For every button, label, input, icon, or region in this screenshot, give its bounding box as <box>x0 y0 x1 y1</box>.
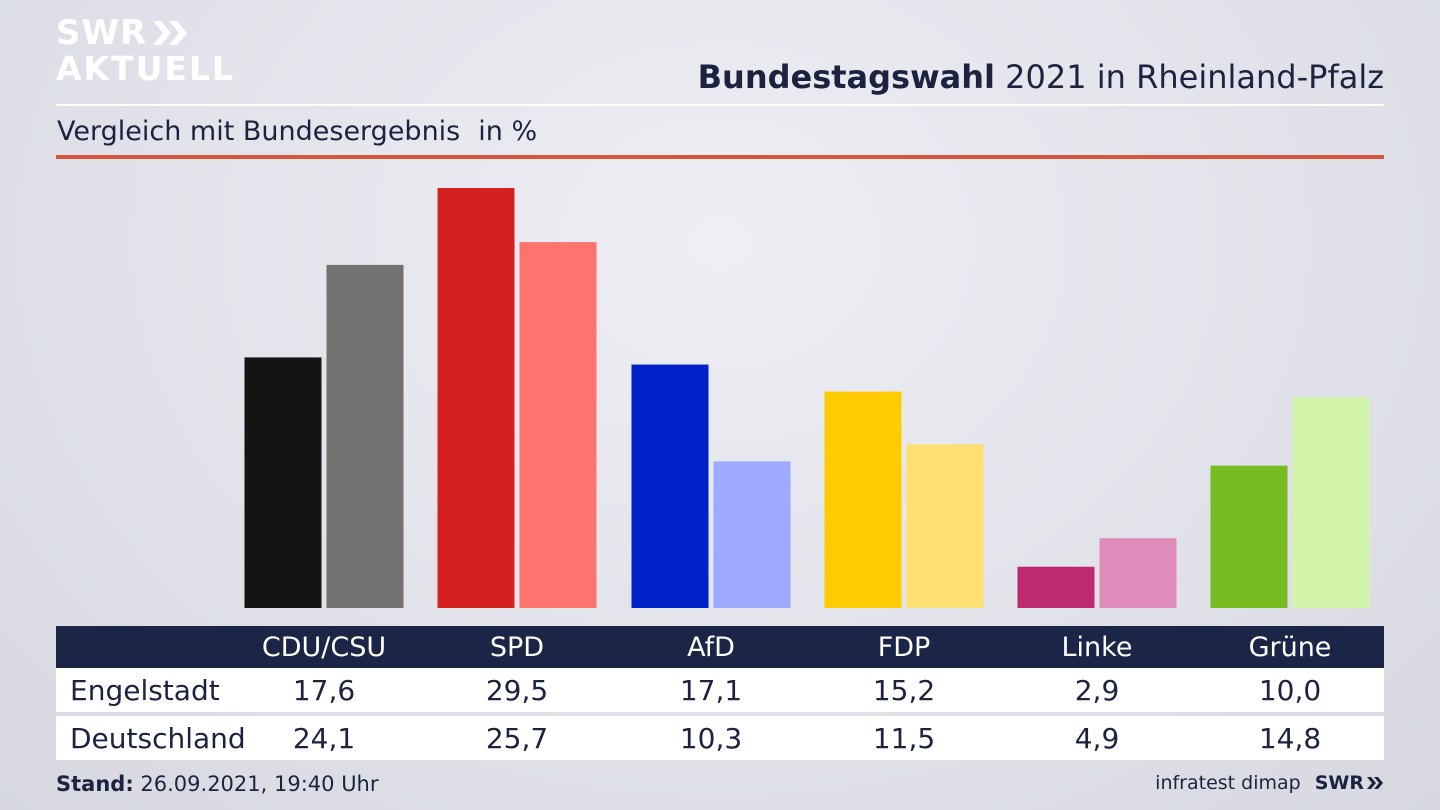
bar-linke-engelstadt <box>1017 566 1095 608</box>
title-divider <box>56 104 1384 106</box>
stand-info: Stand: 26.09.2021, 19:40 Uhr <box>56 772 379 796</box>
source-info: infratest dimap SWR <box>1155 772 1384 794</box>
column-header-cdu-csu: CDU/CSU <box>261 631 387 663</box>
bar-gr-ne-engelstadt <box>1210 465 1288 608</box>
subtitle-divider <box>56 155 1384 159</box>
brand-text: SWR <box>1314 772 1364 794</box>
bar-cdu-csu-engelstadt <box>244 357 322 608</box>
chevron-double-icon <box>1367 777 1383 789</box>
stand-label: Stand: <box>56 772 134 796</box>
value-deutschland-gr-ne: 14,8 <box>1258 721 1322 755</box>
table-header: CDU/CSU SPD AfD FDP Linke Grüne <box>56 626 1384 668</box>
column-header-fdp: FDP <box>877 631 931 663</box>
bar-cdu-csu-deutschland <box>326 264 404 608</box>
logo-aktuell-text: AKTUELL <box>56 49 236 88</box>
chevron-double-icon <box>153 21 188 45</box>
title-rest: 2021 in Rheinland-Pfalz <box>1005 58 1384 96</box>
value-deutschland-linke: 4,9 <box>1074 721 1120 755</box>
swr-aktuell-logo: SWR AKTUELL <box>56 16 235 85</box>
bar-spd-deutschland <box>519 242 597 609</box>
row-label-engelstadt: Engelstadt <box>70 673 220 707</box>
bar-gr-ne-deutschland <box>1292 397 1370 608</box>
bar-spd-engelstadt <box>437 188 515 608</box>
table-row: Deutschland 24,1 25,7 10,3 11,5 4,9 14,8 <box>56 716 1384 760</box>
value-engelstadt-linke: 2,9 <box>1074 673 1120 707</box>
value-engelstadt-afd: 17,1 <box>679 673 743 707</box>
value-deutschland-afd: 10,3 <box>679 721 743 755</box>
value-deutschland-cdu-csu: 24,1 <box>292 721 356 755</box>
value-engelstadt-spd: 29,5 <box>485 673 549 707</box>
logo-swr-text: SWR <box>56 13 148 53</box>
column-header-afd: AfD <box>687 631 735 663</box>
table-row: Engelstadt 17,6 29,5 17,1 15,2 2,9 10,0 <box>56 668 1384 712</box>
title-bold: Bundestagswahl <box>697 58 995 96</box>
column-header-linke: Linke <box>1061 631 1133 663</box>
results-table: CDU/CSU SPD AfD FDP Linke Grüne Engelstadt 17… <box>56 626 1384 760</box>
bar-fdp-deutschland <box>906 444 984 608</box>
bar-linke-deutschland <box>1099 538 1177 608</box>
value-engelstadt-gr-ne: 10,0 <box>1258 673 1322 707</box>
stand-value: 26.09.2021, 19:40 Uhr <box>140 772 379 796</box>
column-header-spd: SPD <box>489 631 545 663</box>
bar-afd-engelstadt <box>631 364 709 608</box>
bar-chart <box>244 188 1370 609</box>
unit-label: in % <box>478 116 538 147</box>
column-header-gr-ne: Grüne <box>1248 631 1332 663</box>
subtitle-text: Vergleich mit Bundesergebnis <box>57 116 461 147</box>
source-text: infratest dimap <box>1155 772 1301 794</box>
row-label-deutschland: Deutschland <box>70 721 246 755</box>
chart-subtitle: Vergleich mit Bundesergebnis in % <box>57 116 537 147</box>
value-deutschland-spd: 25,7 <box>485 721 549 755</box>
value-engelstadt-cdu-csu: 17,6 <box>292 673 356 707</box>
page-title: Bundestagswahl 2021 in Rheinland-Pfalz <box>698 58 1384 96</box>
bar-fdp-engelstadt <box>824 391 902 608</box>
value-deutschland-fdp: 11,5 <box>872 721 936 755</box>
bar-afd-deutschland <box>713 461 791 608</box>
value-engelstadt-fdp: 15,2 <box>872 673 936 707</box>
